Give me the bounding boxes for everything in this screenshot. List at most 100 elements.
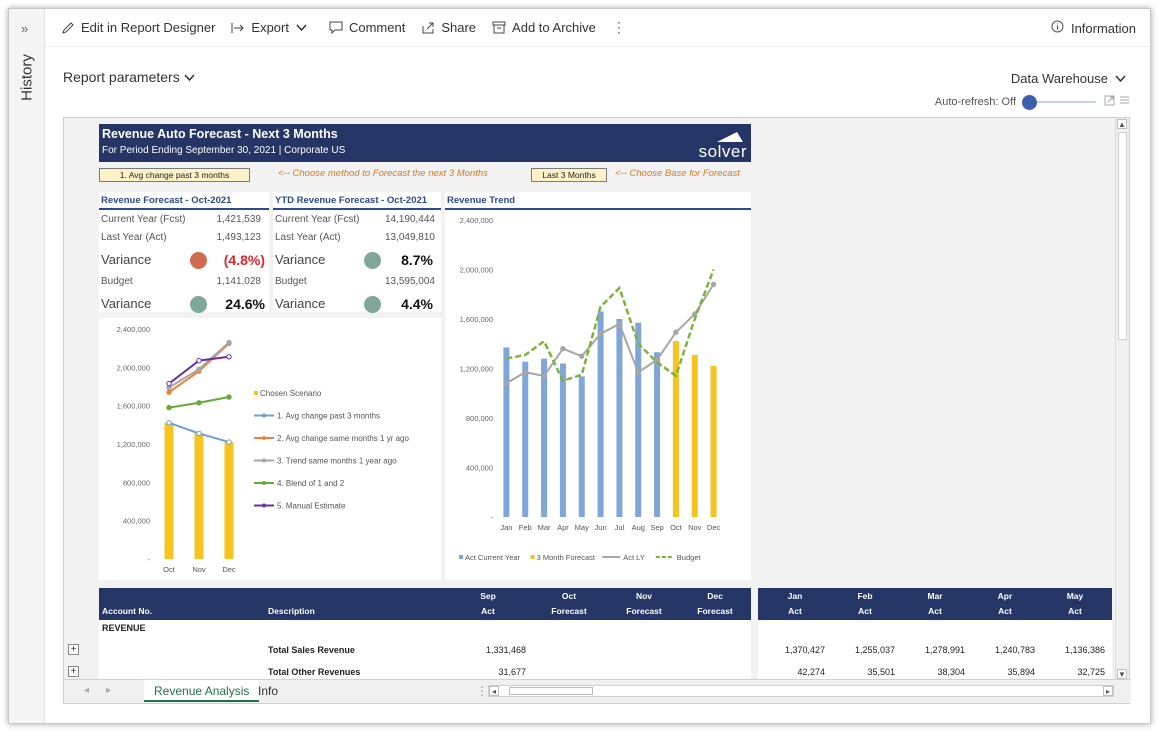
y-tick-label: 2,400,000	[460, 216, 493, 225]
y-tick-label: 1,600,000	[117, 402, 150, 411]
next-sheet-icon[interactable]: ▸	[106, 685, 112, 696]
header-type: Act	[1068, 606, 1082, 616]
popout-icon[interactable]	[1104, 95, 1115, 109]
y-tick-label: 2,000,000	[460, 266, 493, 275]
last-year-label: Last Year (Act)	[101, 232, 167, 243]
header-type: Act	[481, 606, 495, 616]
legend-label: 1. Avg change past 3 months	[277, 412, 380, 421]
scroll-thumb[interactable]	[1118, 132, 1127, 340]
expand-row-button[interactable]: +	[68, 666, 79, 677]
list-view-icon[interactable]	[1119, 95, 1130, 109]
export-arrow-icon	[231, 22, 245, 34]
bar	[691, 354, 698, 517]
report-sheet[interactable]: Revenue Auto Forecast - Next 3 Months Fo…	[64, 118, 1116, 680]
spreadsheet-viewer: Revenue Auto Forecast - Next 3 Months Fo…	[63, 117, 1131, 704]
row-value: 1,255,037	[854, 645, 895, 655]
legend-marker	[262, 503, 266, 508]
table-body: REVENUE Total Sales Revenue 1,331,468 To…	[99, 620, 751, 680]
tab-info[interactable]: Info	[258, 684, 279, 698]
scroll-right-arrow-icon[interactable]: ▸	[1103, 686, 1113, 696]
current-year-value: 14,190,444	[384, 214, 435, 225]
x-tick-label: Jul	[615, 523, 625, 532]
table-header-right: Jan Act Feb Act Mar Act Apr Act May Act	[758, 588, 1112, 620]
row-value: 1,278,991	[924, 645, 965, 655]
information-button[interactable]: Information	[1051, 20, 1136, 36]
share-button[interactable]: Share	[421, 20, 476, 35]
bar	[654, 352, 661, 517]
row-value: 32,725	[1077, 667, 1105, 677]
data-point	[541, 373, 547, 379]
row-description: Total Sales Revenue	[268, 645, 355, 655]
data-point	[166, 420, 172, 426]
last-year-value: 1,493,123	[216, 232, 262, 243]
more-vertical-icon: ⋮	[611, 19, 626, 35]
expand-row-button[interactable]: +	[68, 644, 79, 655]
horizontal-scrollbar[interactable]: ◂ ▸	[488, 685, 1114, 697]
history-label[interactable]: History	[18, 54, 36, 101]
share-label: Share	[441, 20, 477, 35]
variance-value: 8.7%	[401, 252, 433, 268]
budget-value: 13,595,004	[384, 276, 435, 287]
scroll-up-arrow-icon[interactable]: ▲	[1117, 119, 1127, 129]
data-point	[196, 366, 202, 372]
series-line	[506, 269, 715, 383]
bar	[224, 442, 234, 559]
kpi-title: YTD Revenue Forecast - Oct-2021	[275, 195, 428, 206]
add-to-archive-button[interactable]: Add to Archive	[492, 20, 596, 35]
scroll-down-arrow-icon[interactable]: ▼	[1117, 669, 1127, 679]
solver-logo: solver	[699, 132, 747, 162]
legend-label: 2. Avg change same months 1 yr ago	[277, 434, 409, 443]
bar	[541, 358, 548, 517]
data-source-dropdown[interactable]: Data Warehouse	[1011, 71, 1126, 86]
splitter-icon[interactable]: ⋮	[476, 684, 488, 698]
header-month: Mar	[927, 591, 943, 601]
scenario-chart-panel: - 400,000 800,000 1,200,000 1,600,000 2,000,0…	[99, 318, 441, 580]
y-tick-label: -	[491, 513, 494, 522]
bar	[503, 347, 510, 517]
auto-refresh-slider[interactable]	[1022, 95, 1100, 110]
export-button[interactable]: Export	[231, 20, 313, 35]
chevrons-right-icon[interactable]: »	[21, 21, 29, 36]
tab-revenue-analysis[interactable]: Revenue Analysis	[144, 680, 260, 702]
slider-knob[interactable]	[1022, 95, 1037, 110]
series-line	[168, 341, 230, 389]
more-options-button[interactable]: ⋮	[612, 19, 626, 36]
budget-value: 1,141,028	[216, 276, 262, 287]
chevron-down-icon	[184, 69, 195, 85]
variance-status-dot	[364, 252, 381, 269]
y-tick-label: 400,000	[123, 517, 150, 526]
bar	[616, 319, 623, 517]
forecast-method-select[interactable]: 1. Avg change past 3 months	[99, 168, 250, 182]
legend-label: Chosen Scenario	[260, 389, 322, 398]
edit-label: Edit in Report Designer	[81, 20, 216, 35]
base-select[interactable]: Last 3 Months	[531, 168, 607, 182]
report-parameters-toggle[interactable]: Report parameters	[63, 69, 195, 85]
scroll-thumb[interactable]	[509, 687, 593, 695]
header-type: Act	[858, 606, 872, 616]
variance-label: Variance	[275, 296, 326, 311]
header-month: Feb	[857, 591, 873, 601]
archive-icon	[492, 21, 506, 34]
base-hint: <-- Choose Base for Forecast	[615, 168, 740, 179]
vertical-scrollbar[interactable]: ▲ ▼	[1115, 118, 1129, 680]
method-hint: <-- Choose method to Forecast the next 3…	[278, 168, 488, 179]
header-month: Sep	[480, 591, 496, 601]
y-tick-label: 800,000	[123, 478, 150, 487]
sheet-tabs-bar: ◂ ▸ Revenue Analysis Info ⋮ ◂ ▸	[64, 679, 1131, 703]
report-title: Revenue Auto Forecast - Next 3 Months	[102, 127, 338, 141]
bar	[672, 341, 679, 517]
history-sidebar[interactable]: » History	[9, 9, 45, 723]
comment-button[interactable]: Comment	[329, 20, 405, 35]
header-month: Oct	[561, 591, 577, 601]
prev-sheet-icon[interactable]: ◂	[84, 685, 90, 696]
edit-in-designer-button[interactable]: Edit in Report Designer	[61, 20, 215, 35]
comment-label: Comment	[348, 20, 406, 35]
header-type: Act	[998, 606, 1012, 616]
scroll-left-arrow-icon[interactable]: ◂	[489, 686, 499, 696]
data-point	[560, 346, 566, 352]
legend-marker	[262, 458, 266, 463]
last-year-value: 13,049,810	[384, 232, 435, 243]
row-value: 1,240,783	[994, 645, 1035, 655]
data-point	[597, 331, 604, 337]
report-banner: Revenue Auto Forecast - Next 3 Months Fo…	[99, 124, 751, 162]
